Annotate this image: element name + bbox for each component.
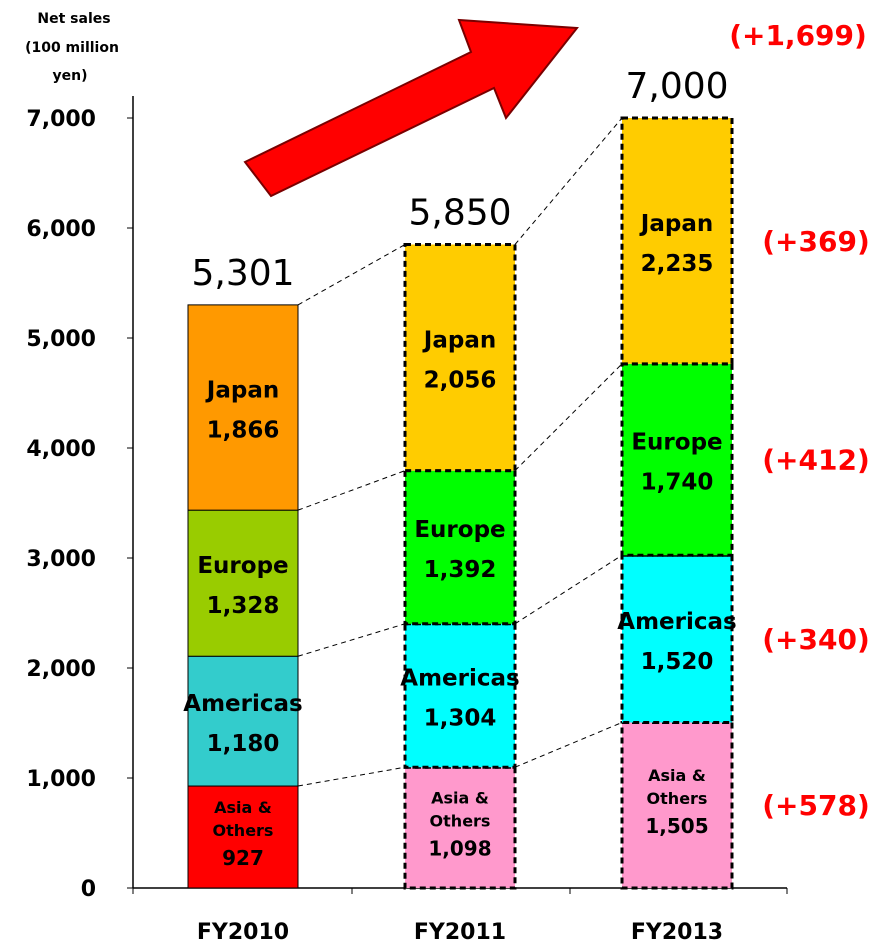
y-tick-label: 6,000: [26, 217, 96, 242]
segment-value-americas-fy2010: 1,180: [207, 731, 280, 757]
segment-value-japan-fy2010: 1,866: [207, 418, 280, 444]
bar-segment-europe-fy2013: [620, 362, 734, 557]
bar-segment-americas-fy2013: [620, 553, 734, 724]
bar-segment-japan-fy2010: [187, 304, 299, 511]
connector-line: [297, 766, 406, 787]
segment-name-japan-fy2011: Japan: [422, 328, 496, 354]
x-category-label-fy2013: FY2013: [631, 920, 723, 945]
y-tick-label: 4,000: [26, 437, 96, 462]
connector-line: [297, 244, 406, 306]
bar-segment-japan-fy2011: [403, 243, 517, 473]
segment-value-europe-fy2013: 1,740: [641, 470, 714, 496]
connector-line: [297, 623, 406, 657]
x-category-label-fy2011: FY2011: [414, 920, 506, 945]
total-label-fy2011: 5,850: [408, 193, 511, 234]
y-tick-label: 1,000: [26, 767, 96, 792]
bar-segment-americas-fy2010: [187, 655, 299, 787]
y-tick-label: 0: [81, 877, 96, 902]
segment-name-americas-fy2013: Americas: [617, 609, 736, 635]
segment-value-europe-fy2011: 1,392: [424, 557, 497, 583]
segment-value-japan-fy2013: 2,235: [641, 251, 714, 277]
segment-name-americas-fy2011: Americas: [400, 666, 519, 692]
y-tick-label: 7,000: [26, 107, 96, 132]
bar-segment-japan-fy2013: [620, 116, 734, 366]
x-category-label-fy2010: FY2010: [197, 920, 289, 945]
segment-name-japan-fy2010: Japan: [205, 378, 279, 404]
segment-name-europe-fy2010: Europe: [197, 553, 288, 579]
increase-label-japan: (+369): [762, 225, 870, 258]
segment-value-asia-others-fy2010: 927: [222, 846, 264, 870]
y-axis-title: Net sales (100 million yen): [25, 11, 119, 84]
segment-name-americas-fy2010: Americas: [183, 691, 302, 717]
bar-segment-asia-others-fy2010: [187, 785, 299, 889]
growth-arrow: [243, 18, 579, 198]
segment-value-asia-others-fy2013: 1,505: [645, 814, 708, 838]
connector-line: [514, 117, 623, 245]
bar-segment-europe-fy2011: [403, 469, 517, 626]
segment-value-europe-fy2010: 1,328: [207, 593, 280, 619]
increase-label-total: (+1,699): [729, 19, 867, 52]
y-tick-label: 5,000: [26, 327, 96, 352]
connector-line: [297, 470, 406, 511]
total-label-fy2010: 5,301: [191, 253, 294, 294]
segment-name-japan-fy2013: Japan: [639, 211, 713, 237]
connector-line: [514, 721, 623, 768]
y-tick-label: 3,000: [26, 547, 96, 572]
segment-value-americas-fy2013: 1,520: [641, 649, 714, 675]
segment-name-asia-others-fy2013: Asia & Others: [647, 766, 708, 808]
bar-segment-asia-others-fy2011: [403, 765, 517, 890]
bar-segment-americas-fy2011: [403, 622, 517, 769]
connector-line: [514, 554, 623, 625]
segment-value-americas-fy2011: 1,304: [424, 706, 497, 732]
total-label-fy2013: 7,000: [625, 66, 728, 107]
y-tick-label: 2,000: [26, 657, 96, 682]
segment-name-asia-others-fy2011: Asia & Others: [430, 789, 491, 831]
segment-value-japan-fy2011: 2,056: [424, 368, 497, 394]
increase-label-asia-others: (+578): [762, 789, 870, 822]
increase-label-americas: (+340): [762, 623, 870, 656]
connector-line: [514, 363, 623, 472]
bar-segment-europe-fy2010: [187, 509, 299, 657]
increase-label-europe: (+412): [762, 444, 870, 477]
segment-value-asia-others-fy2011: 1,098: [428, 837, 491, 861]
segment-name-asia-others-fy2010: Asia & Others: [213, 798, 274, 840]
segment-name-europe-fy2013: Europe: [631, 430, 722, 456]
segment-name-europe-fy2011: Europe: [414, 517, 505, 543]
